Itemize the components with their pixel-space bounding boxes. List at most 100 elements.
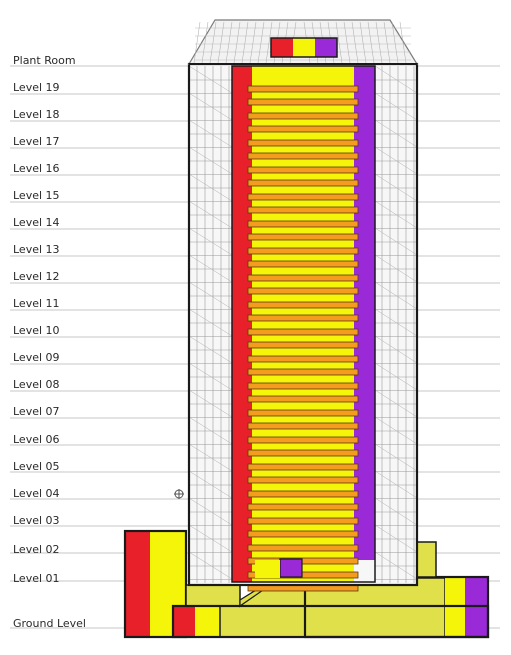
facade-brace xyxy=(188,389,233,418)
floor-slab xyxy=(247,341,359,349)
floor-slab xyxy=(247,355,359,363)
roof-crown xyxy=(187,19,419,65)
level-label: Level 14 xyxy=(13,216,60,229)
facade-brace xyxy=(374,308,418,337)
level-label: Level 05 xyxy=(13,460,60,473)
level-label: Level 13 xyxy=(13,243,60,256)
crown-member xyxy=(193,21,201,64)
ground-outline xyxy=(171,604,490,639)
floor-slab xyxy=(247,206,359,214)
floor-slab xyxy=(247,382,359,390)
core-red xyxy=(232,66,252,582)
facade-brace xyxy=(374,497,418,526)
plant-red xyxy=(271,38,293,57)
podium xyxy=(123,529,490,639)
facade-brace xyxy=(188,146,233,175)
floor-slab xyxy=(247,125,359,133)
floor-slab xyxy=(247,557,359,565)
facade-brace xyxy=(188,443,233,472)
floor-slab xyxy=(247,503,359,511)
facade-brace xyxy=(188,92,233,121)
facade-brace xyxy=(374,416,418,445)
floor-slab xyxy=(247,166,359,174)
plant-purple xyxy=(315,38,337,57)
level-label: Level 19 xyxy=(13,81,60,94)
facade-brace xyxy=(374,470,418,499)
level-marker-icon xyxy=(174,489,184,499)
level-labels: Plant Room Level 19 Level 18 Level 17 Level … xyxy=(13,54,86,630)
floor-slab xyxy=(247,301,359,309)
facade-brace xyxy=(374,281,418,310)
floor-slab xyxy=(247,571,359,579)
floor-slab xyxy=(247,139,359,147)
floor-slab xyxy=(247,98,359,106)
facade-brace xyxy=(374,389,418,418)
crown-member xyxy=(249,21,257,64)
crown-member xyxy=(241,21,249,64)
floor-slab xyxy=(247,287,359,295)
crown-member xyxy=(233,21,241,64)
crown-member xyxy=(265,21,273,64)
floor-slabs xyxy=(247,85,359,592)
ground-yellow xyxy=(195,606,220,637)
facade-brace xyxy=(188,65,233,94)
crown-member xyxy=(391,21,399,64)
facade-brace xyxy=(188,254,233,283)
floor-slab xyxy=(247,112,359,120)
facade-brace xyxy=(374,65,418,94)
floor-slab xyxy=(247,449,359,457)
crown-member xyxy=(257,21,265,64)
podium-left-outline xyxy=(123,529,188,639)
level-label: Level 02 xyxy=(13,543,60,556)
level-label: Level 12 xyxy=(13,270,60,283)
facade-brace xyxy=(374,92,418,121)
floor-slab xyxy=(247,463,359,471)
floor-slab xyxy=(247,395,359,403)
core-purple xyxy=(354,66,375,560)
facade-brace xyxy=(188,524,233,553)
floor-slab xyxy=(247,85,359,93)
floor-slab xyxy=(247,152,359,160)
plant-yellow xyxy=(293,38,315,57)
crown-member xyxy=(335,21,343,64)
floor-slab xyxy=(247,247,359,255)
floor-slab xyxy=(247,220,359,228)
facade-brace xyxy=(374,146,418,175)
facade-brace xyxy=(374,443,418,472)
facade-brace xyxy=(188,335,233,364)
floor-slab xyxy=(247,274,359,282)
facade-brace xyxy=(188,281,233,310)
crown-member xyxy=(217,21,225,64)
facade-brace xyxy=(188,551,233,580)
level-label: Level 15 xyxy=(13,189,60,202)
facade-brace xyxy=(374,362,418,391)
level-label: Level 17 xyxy=(13,135,60,148)
facade-brace xyxy=(374,119,418,148)
floor-slab xyxy=(247,409,359,417)
level-label: Level 03 xyxy=(13,514,60,527)
facade-brace xyxy=(374,200,418,229)
floor-slab xyxy=(247,179,359,187)
core-outline xyxy=(231,65,376,583)
level-label: Ground Level xyxy=(13,617,86,630)
facade-brace xyxy=(188,416,233,445)
floor-slab xyxy=(247,314,359,322)
floor-slab xyxy=(247,476,359,484)
crown-member xyxy=(375,21,383,64)
crown-member xyxy=(209,21,217,64)
floor-slab xyxy=(247,193,359,201)
level-label: Level 08 xyxy=(13,378,60,391)
facade-grid xyxy=(188,65,418,583)
level-label: Level 09 xyxy=(13,351,60,364)
facade-brace xyxy=(374,173,418,202)
facade-brace xyxy=(188,227,233,256)
plant-outline xyxy=(270,37,338,58)
facade-brace xyxy=(374,227,418,256)
floor-slab xyxy=(247,490,359,498)
podium-left-red xyxy=(125,531,150,637)
facade-brace xyxy=(374,524,418,553)
floor-slab xyxy=(247,422,359,430)
crown-member xyxy=(399,21,407,64)
floor-slab xyxy=(247,517,359,525)
